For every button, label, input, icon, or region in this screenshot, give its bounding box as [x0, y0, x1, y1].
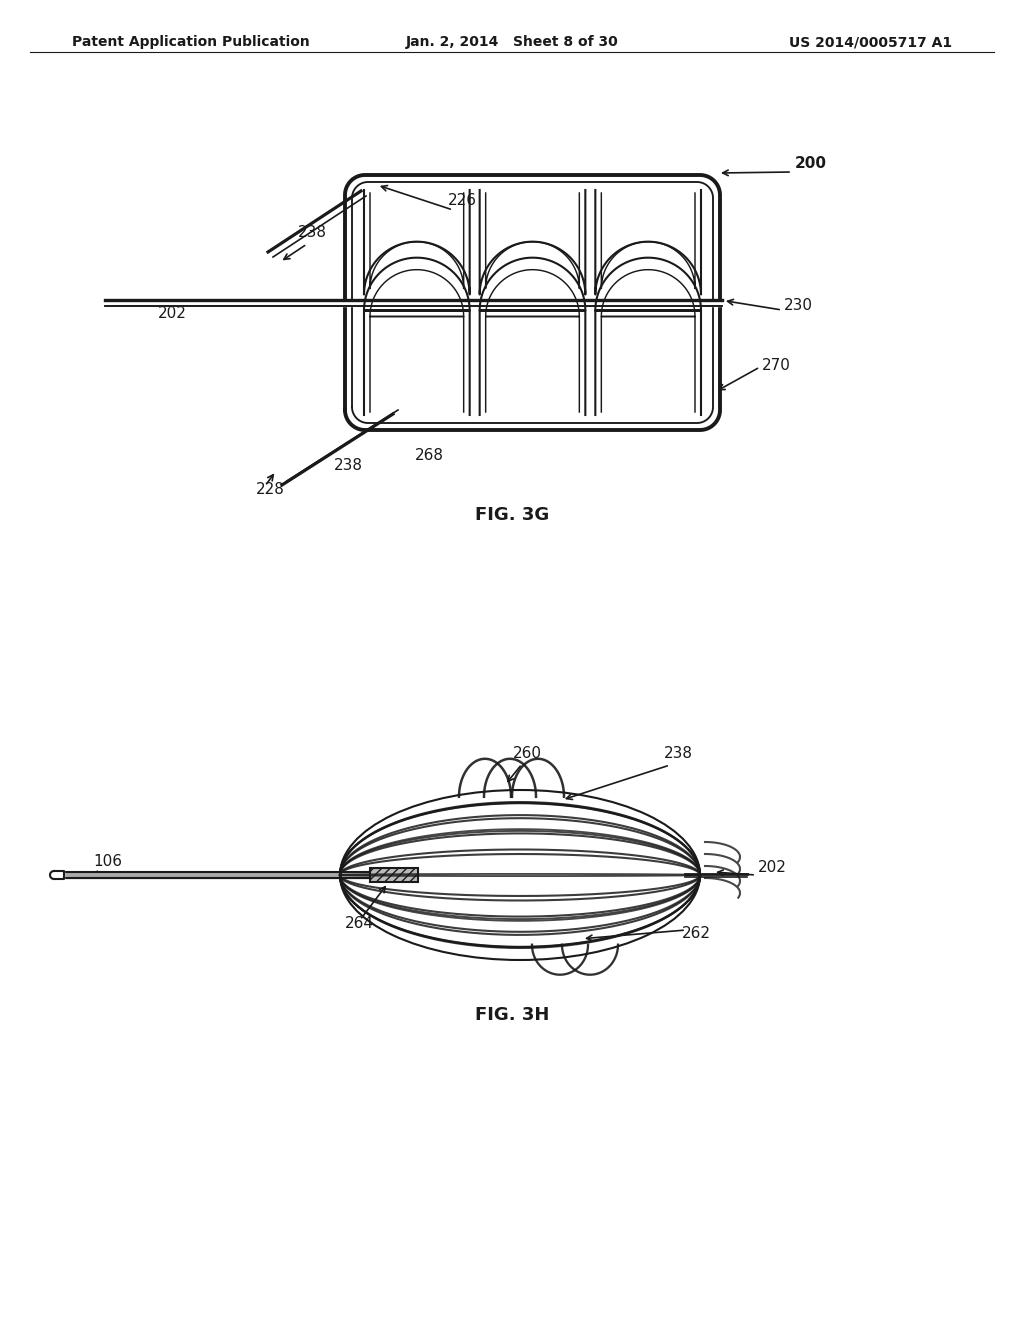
Polygon shape [352, 182, 713, 422]
Text: 238: 238 [298, 224, 327, 240]
Text: US 2014/0005717 A1: US 2014/0005717 A1 [788, 36, 952, 49]
Text: 268: 268 [415, 447, 444, 463]
Text: 200: 200 [795, 156, 827, 172]
Text: 238: 238 [664, 746, 693, 762]
Text: 202: 202 [158, 306, 186, 321]
Text: 262: 262 [682, 927, 711, 941]
Text: 226: 226 [449, 193, 477, 209]
Text: FIG. 3G: FIG. 3G [475, 506, 549, 524]
Text: 264: 264 [345, 916, 374, 931]
Text: 228: 228 [256, 482, 285, 498]
Text: 260: 260 [513, 746, 542, 762]
Text: 202: 202 [758, 861, 786, 875]
Text: 238: 238 [334, 458, 362, 473]
Text: Jan. 2, 2014   Sheet 8 of 30: Jan. 2, 2014 Sheet 8 of 30 [406, 36, 618, 49]
Polygon shape [345, 176, 720, 430]
Text: FIG. 3H: FIG. 3H [475, 1006, 549, 1024]
Text: Patent Application Publication: Patent Application Publication [72, 36, 309, 49]
Text: 270: 270 [762, 358, 791, 374]
Polygon shape [54, 871, 63, 879]
Bar [370, 869, 418, 882]
Text: 106: 106 [93, 854, 122, 869]
Text: 230: 230 [784, 298, 813, 313]
